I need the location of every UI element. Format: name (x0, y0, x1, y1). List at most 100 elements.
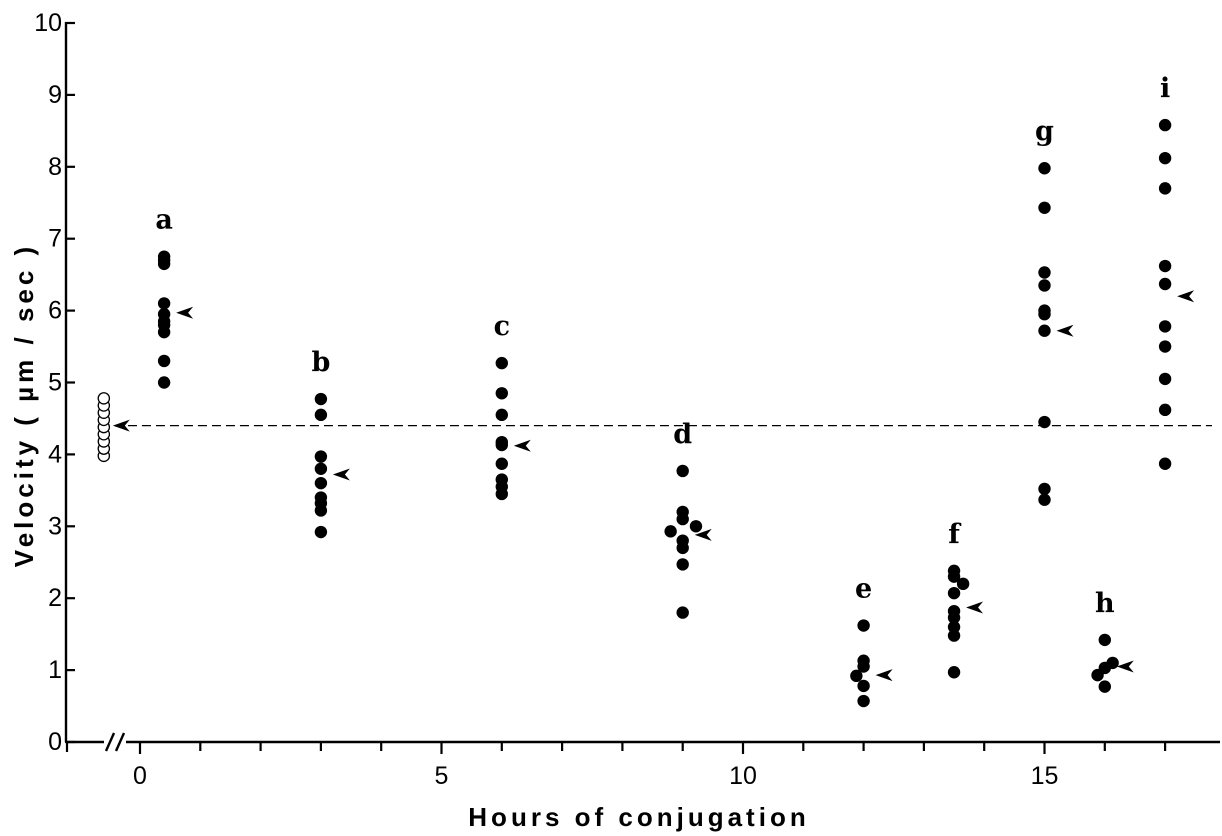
y-tick-label: 1 (48, 656, 62, 684)
y-axis-title: Velocity ( µm / sec ) (9, 243, 39, 567)
mean-markers (112, 290, 1195, 682)
data-point-c (495, 387, 508, 400)
data-point-i (1158, 457, 1172, 470)
x-tick-label: 10 (729, 762, 757, 790)
mean-arrow (112, 419, 130, 432)
data-point-a (157, 354, 171, 368)
x-axis-title: Hours of conjugation (468, 802, 809, 832)
data-point-c (495, 473, 508, 486)
y-tick-label: 0 (48, 728, 62, 756)
y-tick-label: 6 (48, 297, 62, 325)
data-point-e (857, 694, 870, 708)
data-point-f (947, 666, 961, 679)
x-tick-label: 15 (1031, 762, 1059, 790)
group-label-i: i (1160, 73, 1170, 104)
mean-arrow (332, 468, 350, 481)
data-point-c (495, 457, 508, 470)
y-tick-label: 9 (48, 81, 62, 109)
data-point-h (1106, 656, 1119, 670)
data-point-f (947, 604, 961, 618)
group-label-h: h (1095, 588, 1115, 619)
data-point-b (314, 450, 328, 463)
group-labels: a b c d e f g h i (155, 73, 1170, 619)
data-point-f (947, 564, 961, 578)
group-label-f: f (948, 519, 962, 550)
y-tick-label: 5 (48, 369, 62, 397)
data-point-i (1158, 277, 1172, 291)
data-point-g (1038, 201, 1051, 214)
tick-labels: 0 1 2 3 4 5 6 7 8 9 10 0 5 10 15 (34, 9, 1058, 790)
mean-arrow (1056, 324, 1074, 337)
data-point-h (1098, 633, 1112, 647)
group-label-g: g (1035, 116, 1054, 147)
data-point-g (1038, 162, 1051, 175)
data-point-e (857, 619, 870, 632)
mean-arrow (1116, 660, 1134, 673)
y-tick-label: 8 (48, 153, 62, 181)
mean-arrow (694, 528, 712, 541)
tick-marks (65, 21, 1167, 754)
x-tick-label: 0 (133, 762, 147, 790)
data-point-f (956, 577, 970, 591)
group-label-b: b (311, 347, 330, 378)
data-point-f (947, 586, 961, 600)
axis-break-slash (114, 732, 126, 752)
data-point-a (157, 250, 171, 263)
data-point-i (1158, 182, 1172, 195)
data-point-d (689, 520, 703, 533)
data-point-a (157, 307, 171, 321)
data-point-a (157, 376, 171, 389)
data-point-b (314, 491, 328, 504)
y-tick-label: 7 (48, 225, 62, 253)
data-point-g (1038, 266, 1051, 279)
x-tick-label: 5 (435, 762, 449, 790)
data-points (97, 118, 1172, 708)
data-point-g (1038, 279, 1051, 292)
mean-arrow (875, 669, 893, 682)
control-point (97, 392, 111, 405)
data-point-d (676, 464, 689, 478)
data-point-g (1038, 415, 1051, 429)
data-point-d (676, 558, 689, 571)
y-tick-label: 3 (48, 512, 62, 540)
group-label-a: a (155, 205, 173, 236)
data-point-e (857, 654, 870, 667)
mean-arrow (966, 601, 984, 614)
data-point-i (1158, 320, 1172, 333)
group-label-d: d (673, 419, 692, 450)
data-point-b (314, 392, 328, 406)
data-point-d (676, 505, 689, 519)
data-point-i (1158, 151, 1172, 165)
y-tick-label: 10 (34, 9, 62, 37)
data-point-i (1158, 372, 1172, 386)
data-point-d (676, 606, 689, 619)
data-point-g (1038, 324, 1051, 337)
group-label-e: e (855, 574, 872, 605)
axis-break-slash (104, 732, 116, 752)
data-point-g (1038, 482, 1051, 496)
y-tick-label: 4 (48, 440, 62, 468)
mean-arrow (1177, 290, 1195, 303)
y-tick-label: 2 (48, 584, 62, 612)
data-point-b (314, 408, 328, 422)
mean-arrow (513, 439, 531, 452)
data-point-i (1158, 340, 1172, 353)
data-point-h (1098, 680, 1112, 693)
data-point-e (857, 679, 870, 693)
data-point-g (1038, 304, 1051, 317)
data-point-d (676, 534, 689, 547)
data-point-e (850, 669, 863, 683)
data-point-c (495, 435, 508, 449)
data-point-b (314, 462, 328, 475)
data-point-f (947, 620, 961, 634)
data-point-d (664, 525, 677, 538)
data-point-g (1038, 493, 1051, 506)
mean-arrow (176, 306, 194, 319)
data-point-b (314, 525, 328, 539)
data-point-i (1158, 118, 1172, 132)
data-point-c (495, 408, 508, 422)
data-point-b (314, 476, 328, 490)
data-point-a (157, 297, 171, 310)
data-point-i (1158, 259, 1172, 273)
data-point-f (947, 629, 961, 642)
